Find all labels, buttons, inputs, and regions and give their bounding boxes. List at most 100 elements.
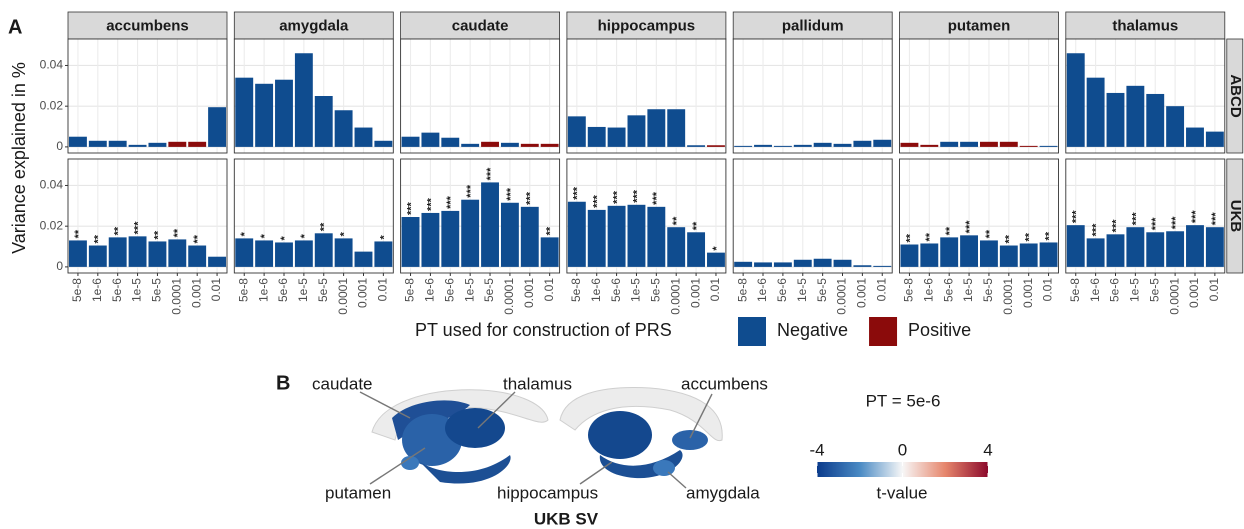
bar — [920, 243, 938, 266]
x-tick-label: 0.0001 — [668, 278, 682, 315]
strip-label: hippocampus — [598, 17, 696, 34]
bar — [774, 262, 792, 266]
bar — [109, 141, 127, 147]
bar — [481, 182, 499, 266]
bar — [960, 142, 978, 147]
bar — [168, 239, 186, 266]
bar — [980, 142, 998, 147]
structure-label: accumbens — [681, 374, 768, 393]
x-tick-label: 1e-6 — [256, 278, 270, 302]
bar — [295, 240, 313, 266]
significance-label: *** — [651, 191, 663, 205]
bar — [754, 145, 772, 147]
bar — [687, 232, 705, 267]
amygdala-shape — [653, 460, 675, 476]
x-tick-label: 0.0001 — [502, 278, 516, 315]
bar — [69, 240, 87, 266]
bar — [335, 238, 353, 267]
significance-label: * — [279, 235, 291, 240]
significance-label: ** — [319, 222, 331, 231]
bar — [774, 146, 792, 147]
strip-label: ABCD — [1227, 74, 1244, 117]
x-tick-label: 5e-6 — [276, 278, 290, 302]
significance-label: ** — [172, 228, 184, 237]
x-tick-label: 1e-5 — [961, 278, 975, 302]
bar — [129, 236, 147, 267]
bar — [89, 141, 107, 147]
bar — [421, 133, 439, 147]
x-tick-label: 0.001 — [1187, 278, 1201, 308]
significance-label: ** — [1024, 232, 1036, 241]
bar — [940, 142, 958, 147]
bar — [421, 213, 439, 267]
bar — [315, 96, 333, 147]
y-tick-label: 0 — [56, 139, 63, 153]
bar — [647, 109, 665, 147]
bar — [461, 200, 479, 267]
bar — [834, 144, 852, 147]
significance-label: *** — [445, 195, 457, 209]
bar — [275, 80, 293, 147]
caption: UKB SV — [534, 509, 599, 528]
bar — [168, 142, 186, 147]
bar — [568, 116, 586, 147]
bar — [501, 203, 519, 267]
significance-label: *** — [485, 167, 497, 181]
significance-label: * — [711, 246, 723, 251]
significance-label: * — [378, 234, 390, 239]
pt-label: PT = 5e-6 — [866, 391, 941, 410]
brain-illustration: B caudate thalamus accumbens putamen hip… — [276, 372, 993, 528]
panel-label: A — [8, 16, 22, 38]
significance-label: ** — [113, 226, 125, 235]
x-tick-label: 5e-8 — [735, 278, 749, 302]
bar — [1020, 146, 1038, 147]
significance-label: ** — [93, 234, 105, 243]
bar — [541, 144, 559, 147]
colorbar-tick-label: 4 — [983, 440, 992, 459]
x-tick-label: 5e-6 — [775, 278, 789, 302]
bar — [208, 107, 226, 147]
bar — [1000, 142, 1018, 147]
bar — [255, 240, 273, 266]
bar — [69, 137, 87, 147]
significance-label: *** — [405, 201, 417, 215]
x-tick-label: 0.0001 — [1167, 278, 1181, 315]
bar — [1087, 238, 1105, 267]
bar — [521, 144, 539, 147]
bar — [1186, 225, 1204, 267]
significance-label: *** — [525, 191, 537, 205]
bar — [588, 210, 606, 267]
bar — [940, 237, 958, 267]
x-tick-label: 5e-6 — [609, 278, 623, 302]
x-tick-label: 5e-6 — [110, 278, 124, 302]
bar — [255, 84, 273, 147]
x-tick-label: 0.01 — [1041, 278, 1055, 302]
accumbens-shape — [672, 430, 708, 450]
x-tick-label: 0.01 — [209, 278, 223, 302]
x-tick-label: 0.01 — [874, 278, 888, 302]
x-tick-label: 0.0001 — [169, 278, 183, 315]
bar — [441, 211, 459, 267]
bar — [374, 241, 392, 266]
bar — [1166, 106, 1184, 147]
strip-label: UKB — [1227, 200, 1244, 233]
bar — [628, 115, 646, 147]
x-tick-label: 5e-8 — [70, 278, 84, 302]
bar — [481, 142, 499, 147]
bar — [647, 207, 665, 267]
bar — [188, 142, 206, 147]
bar — [1146, 232, 1164, 267]
significance-label: *** — [1170, 216, 1182, 230]
bar — [1186, 128, 1204, 147]
y-tick-label: 0 — [56, 259, 63, 273]
x-tick-label: 5e-5 — [316, 278, 330, 302]
bar — [707, 145, 725, 147]
x-tick-label: 1e-6 — [423, 278, 437, 302]
panel — [900, 39, 1059, 153]
bar — [148, 143, 166, 147]
panel — [733, 39, 892, 153]
y-tick-label: 0.04 — [40, 178, 64, 192]
significance-label: ** — [944, 226, 956, 235]
bar — [834, 260, 852, 267]
